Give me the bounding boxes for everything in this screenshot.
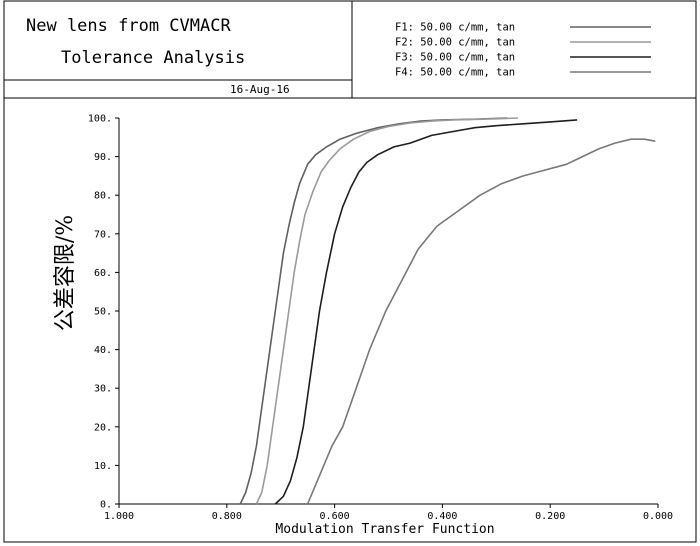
x-tick-label: 0.000: [643, 511, 673, 522]
x-tick-label: 1.000: [104, 511, 134, 522]
y-tick-label: 30.: [94, 384, 112, 395]
x-tick-label: 0.800: [212, 511, 242, 522]
y-tick-label: 50.: [94, 307, 112, 318]
legend-label-f1: F1: 50.00 c/mm, tan: [395, 22, 515, 34]
y-tick-label: 90.: [94, 152, 112, 163]
y-tick-label: 40.: [94, 345, 112, 356]
x-axis-ticks: 1.000 0.800 0.600 0.400 0.200 0.000: [104, 504, 673, 522]
y-tick-label: 70.: [94, 229, 112, 240]
series-line-f4: [306, 138, 656, 505]
y-tick-label: 100.: [88, 114, 112, 125]
legend-label-f3: F3: 50.00 c/mm, tan: [395, 52, 515, 64]
x-tick-label: 0.600: [320, 511, 350, 522]
x-tick-label: 0.400: [427, 511, 457, 522]
y-tick-label: 80.: [94, 191, 112, 202]
date-label: 16-Aug-16: [230, 83, 290, 96]
y-tick-label: 20.: [94, 422, 112, 433]
series-line-f3: [274, 119, 578, 505]
x-tick-label: 0.200: [535, 511, 565, 522]
plot-area: 0.10.20.30.40.50.60.70.80.90.100. 1.000 0…: [53, 114, 673, 538]
y-tick-label: 0.: [100, 500, 112, 511]
series-lines: [239, 117, 656, 505]
legend-label-f4: F4: 50.00 c/mm, tan: [395, 67, 515, 79]
title-line-1: New lens from CVMACR: [26, 16, 231, 36]
legend-label-f2: F2: 50.00 c/mm, tan: [395, 37, 515, 49]
x-axis-label: Modulation Transfer Function: [275, 522, 494, 537]
y-tick-label: 60.: [94, 268, 112, 279]
title-line-2: Tolerance Analysis: [61, 48, 245, 68]
y-axis-label: 公差容限/%: [53, 215, 78, 331]
legend: F1: 50.00 c/mm, tan F2: 50.00 c/mm, tan F3…: [395, 22, 651, 79]
series-line-f2: [255, 117, 518, 505]
y-axis-ticks: 0. 10. 20. 30. 40. 50. 60. 70. 80. 90. 100.: [88, 114, 119, 511]
header-panel: New lens from CVMACR Tolerance Analysis …: [4, 1, 696, 99]
y-tick-label: 10.: [94, 461, 112, 472]
